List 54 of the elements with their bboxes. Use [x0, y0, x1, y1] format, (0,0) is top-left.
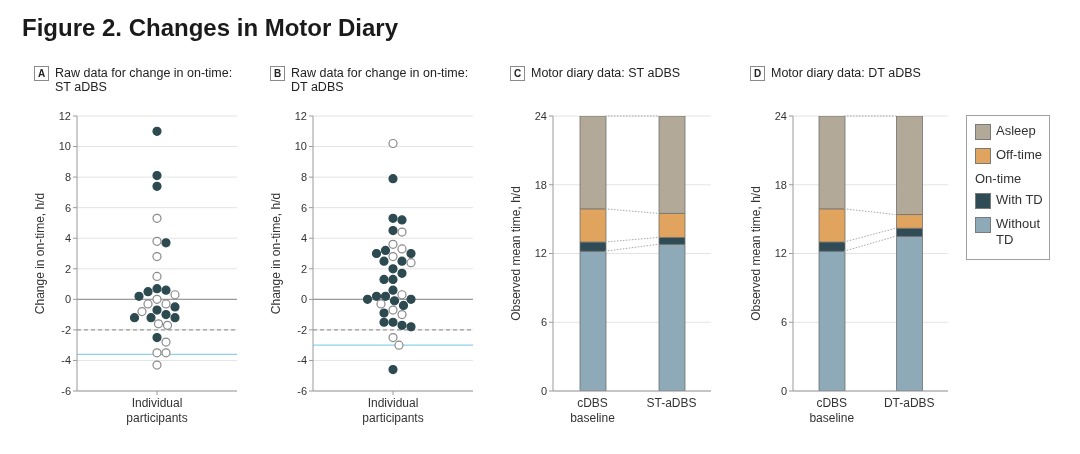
y-tick-label: -2 — [61, 323, 71, 336]
y-tick-label: 24 — [774, 109, 787, 122]
y-tick-label: 6 — [780, 316, 787, 329]
y-tick-label: 0 — [540, 384, 547, 397]
y-tick-label: 4 — [300, 232, 307, 245]
text: A — [34, 66, 49, 81]
text: Figure 2. Changes in Motor Diary — [22, 14, 400, 42]
text: B — [270, 66, 285, 81]
y-tick-label: 10 — [58, 140, 71, 153]
text: C — [510, 66, 525, 81]
y-tick-label: 24 — [534, 109, 547, 122]
y-tick-label: 2 — [64, 262, 71, 275]
x-tick-label: Individual participants — [126, 396, 188, 426]
y-tick-label: 0 — [300, 293, 307, 306]
y-tick-label: 12 — [294, 109, 307, 122]
y-axis-title: Observed mean time, h/d — [509, 186, 523, 321]
y-axis-title: Observed mean time, h/d — [749, 186, 763, 321]
legend-title: On-time — [975, 171, 1023, 186]
y-tick-label: -6 — [61, 384, 71, 397]
chart-title: Motor diary data: DT aDBS — [771, 66, 922, 80]
y-tick-label: -4 — [61, 354, 71, 367]
y-tick-label: -2 — [297, 323, 307, 336]
x-tick-label: cDBS baseline — [570, 396, 616, 426]
x-tick-label: DT-aDBS — [883, 396, 935, 411]
chart-title: Motor diary data: ST aDBS — [531, 66, 682, 80]
legend-label: Without TD — [996, 216, 1042, 248]
legend-label: With TD — [996, 192, 1044, 208]
y-tick-label: 12 — [534, 247, 547, 260]
y-tick-label: 12 — [58, 109, 71, 122]
legend-label: Off-time — [996, 147, 1043, 163]
y-axis-title: Change in on-time, h/d — [33, 192, 47, 315]
text: D — [750, 66, 765, 81]
y-tick-label: 6 — [64, 201, 71, 214]
y-tick-label: 8 — [300, 171, 307, 184]
y-tick-label: 10 — [294, 140, 307, 153]
x-tick-label: ST-aDBS — [646, 396, 697, 411]
y-tick-label: 6 — [540, 316, 547, 329]
y-axis-title: Change in on-time, h/d — [269, 192, 283, 315]
y-tick-label: 2 — [300, 262, 307, 275]
y-tick-label: 18 — [774, 178, 787, 191]
y-tick-label: 8 — [64, 171, 71, 184]
legend-label: Asleep — [996, 123, 1037, 139]
y-tick-label: 18 — [534, 178, 547, 191]
y-tick-label: 0 — [64, 293, 71, 306]
x-tick-label: Individual participants — [362, 396, 424, 426]
y-tick-label: 4 — [64, 232, 71, 245]
y-tick-label: 6 — [300, 201, 307, 214]
x-tick-label: cDBS baseline — [809, 396, 855, 426]
y-tick-label: -6 — [297, 384, 307, 397]
y-tick-label: -4 — [297, 354, 307, 367]
chart-title: Raw data for change in on-time: DT aDBS — [291, 66, 470, 94]
y-tick-label: 12 — [774, 247, 787, 260]
y-tick-label: 0 — [780, 384, 787, 397]
chart-title: Raw data for change in on-time: ST aDBS — [55, 66, 234, 94]
